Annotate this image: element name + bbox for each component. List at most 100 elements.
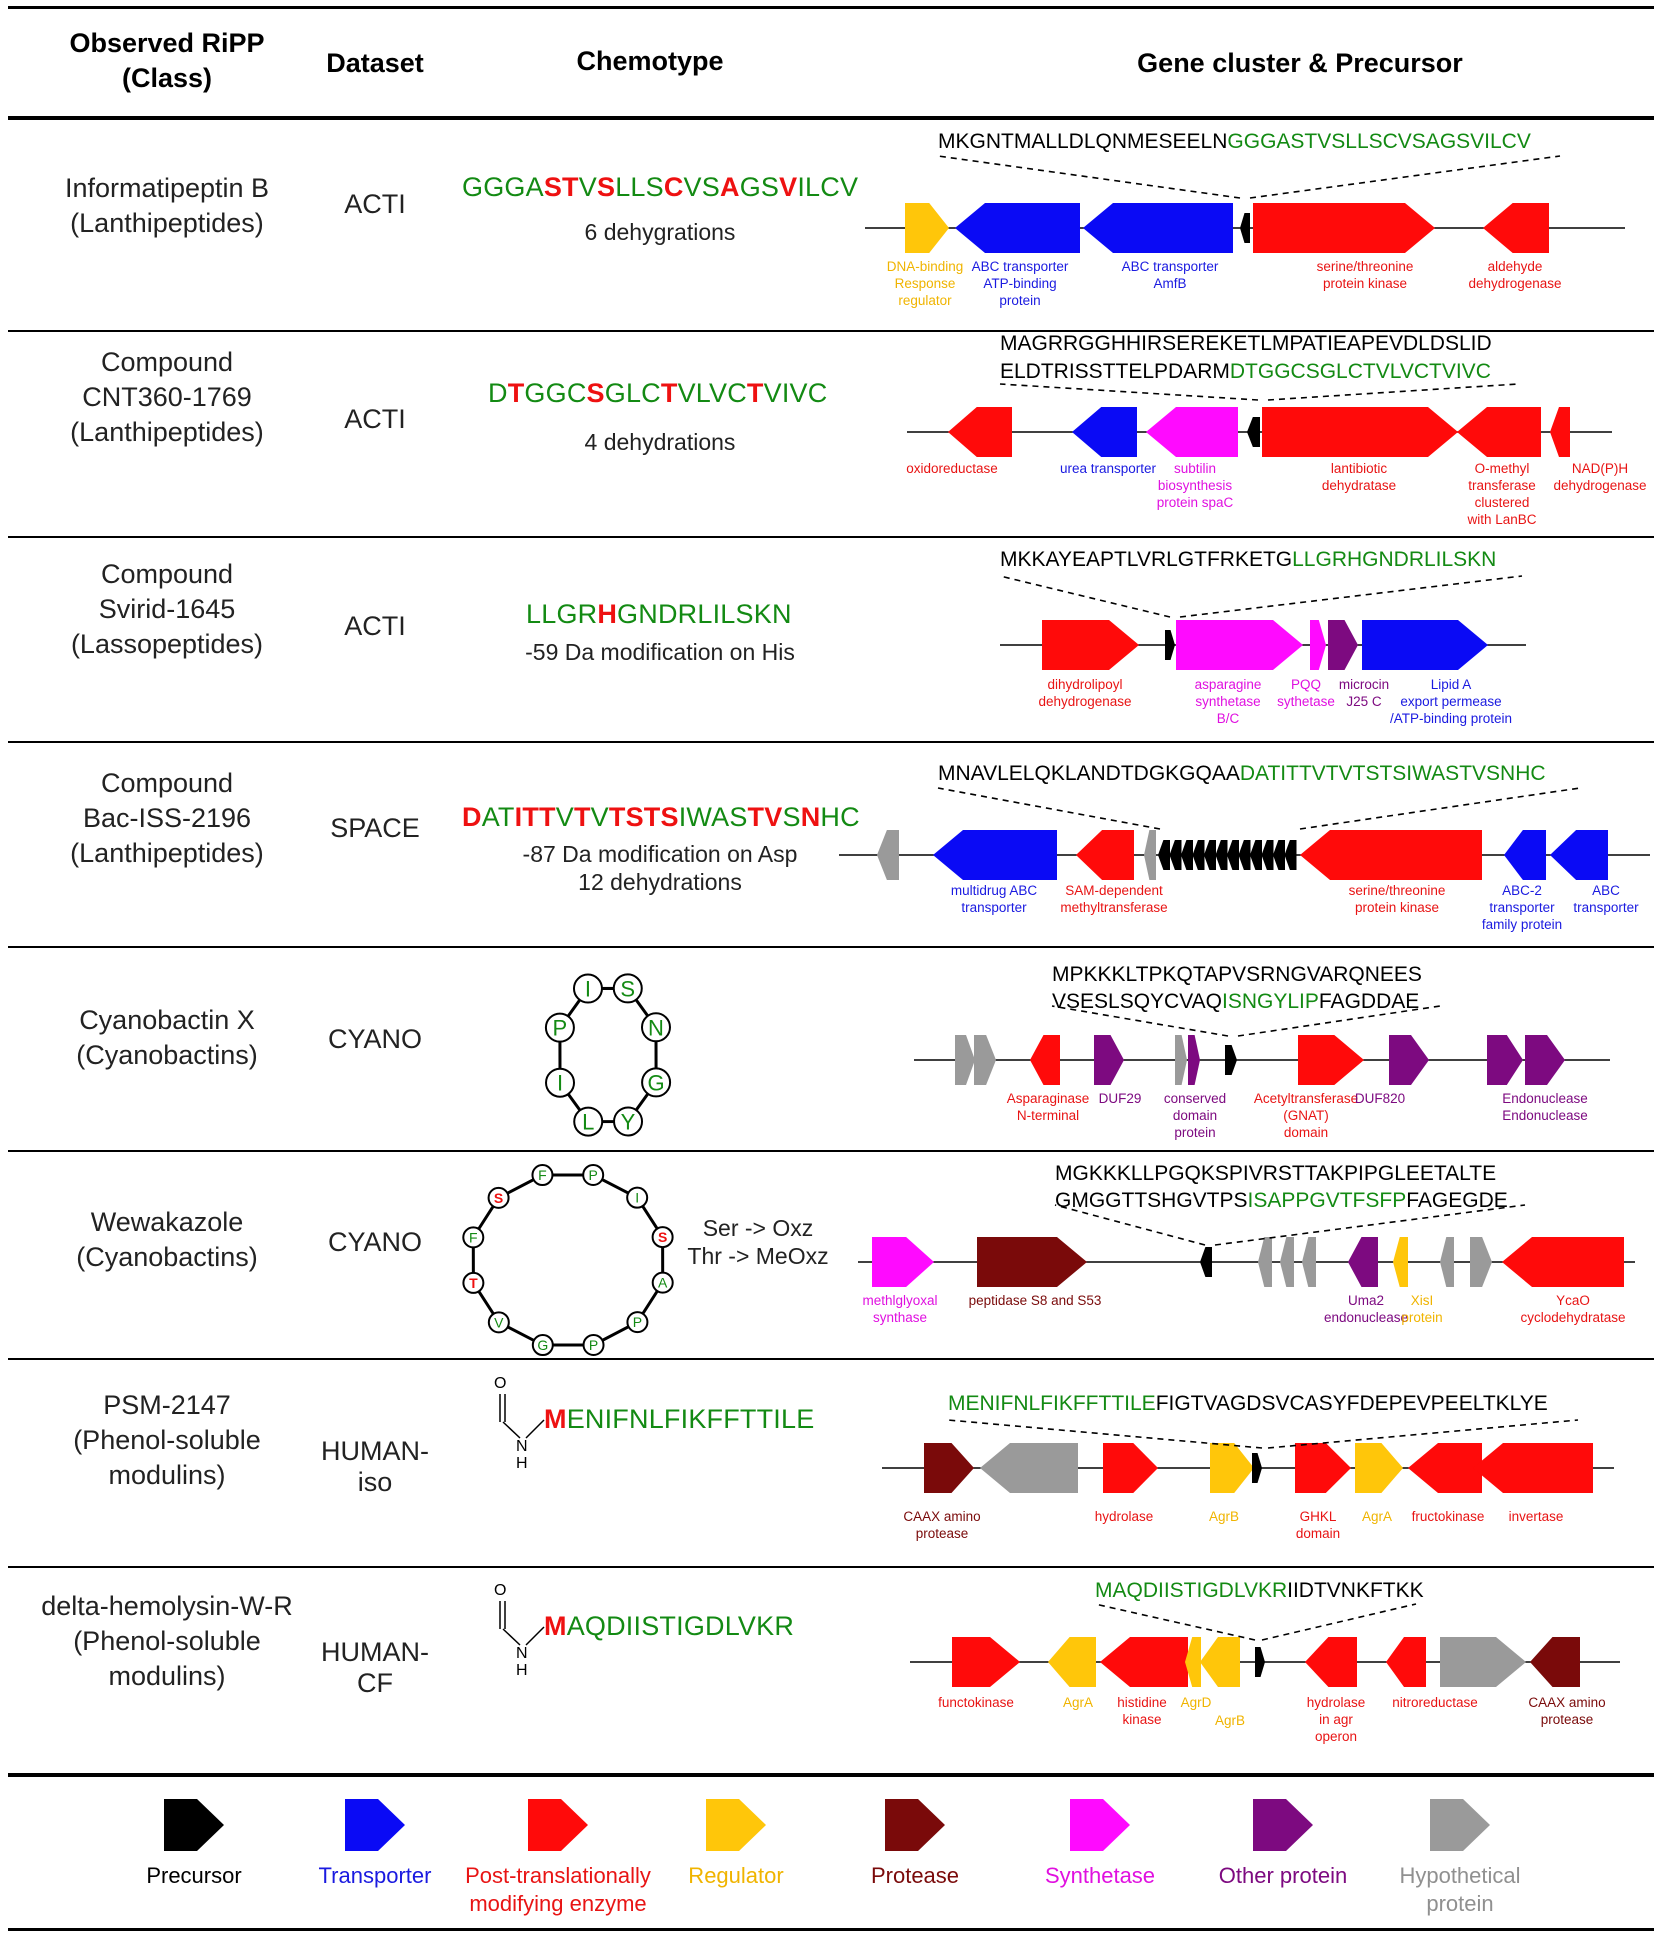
gene-label-line: sythetase xyxy=(1277,694,1335,709)
zoom-dash-line xyxy=(947,1419,1263,1449)
gene-label-line: protein kinase xyxy=(1322,276,1408,291)
gene-label-line: AgrB xyxy=(1208,1509,1240,1524)
hypothetical-gene xyxy=(1430,1799,1490,1851)
ripp-name-line: (Cyanobactins) xyxy=(76,1242,258,1272)
gene-label-line: AgrD xyxy=(1180,1695,1212,1710)
transporter-gene xyxy=(1504,830,1546,880)
ring-residue-letter: N xyxy=(648,1015,664,1040)
chemotype-note: 6 dehygrations xyxy=(455,218,865,246)
divider-rule xyxy=(8,1150,1654,1152)
legend-text: Regulator xyxy=(688,1863,784,1888)
ring-residue-letter: P xyxy=(553,1016,568,1041)
residue: S xyxy=(625,802,644,832)
ptm-gene xyxy=(1298,1035,1364,1085)
residue: I xyxy=(514,802,523,832)
gene-label: ABC transporter ATP-binding protein xyxy=(972,258,1069,309)
gene-label: Acetyltransferase (GNAT) domain xyxy=(1254,1090,1358,1141)
zoom-dash-line xyxy=(1051,1005,1229,1037)
chemotype-sequence: MENIFNLFIKFFTTILE xyxy=(544,1404,814,1435)
gene-label-line: multidrug ABC xyxy=(950,883,1038,898)
precursor-gene xyxy=(1238,840,1251,870)
header-cluster-text: Gene cluster & Precursor xyxy=(1137,48,1463,78)
gene-label-line: ABC transporter xyxy=(1121,259,1219,274)
residue: C xyxy=(820,172,840,202)
residue: C xyxy=(727,378,747,408)
synthetase-gene xyxy=(872,1237,934,1287)
hypothetical-gene xyxy=(1258,1237,1272,1287)
ptm-gene xyxy=(1457,407,1541,457)
ring-residue-letter: G xyxy=(537,1337,548,1353)
zoom-dash-line xyxy=(1094,1603,1256,1641)
ring-residue xyxy=(651,1226,674,1249)
residue: V xyxy=(683,172,702,202)
gene-label: Endonuclease xyxy=(1502,1090,1588,1107)
zoom-dash-line xyxy=(1299,787,1581,830)
precursor-gene xyxy=(1192,840,1205,870)
transporter-gene xyxy=(933,830,1057,880)
other-gene xyxy=(1094,1035,1124,1085)
precursor-segment: GGGASTVSLLSCVSAGSVILCV xyxy=(1227,130,1531,153)
ring-residue xyxy=(531,1164,554,1187)
residue: C xyxy=(840,802,860,832)
ring-residue xyxy=(626,1186,649,1209)
gene-label: dihydrolipoyl dehydrogenase xyxy=(1038,676,1131,710)
gene-label-line: oxidoreductase xyxy=(906,461,998,476)
gene-label-line: B/C xyxy=(1216,711,1240,726)
divider-rule xyxy=(8,1358,1654,1360)
other-gene xyxy=(1389,1035,1429,1085)
legend-label: Regulator xyxy=(688,1862,783,1890)
residue: V xyxy=(677,378,696,408)
dataset-text: CYANO xyxy=(327,1227,422,1257)
precursor-gene xyxy=(1261,840,1274,870)
residue: T xyxy=(660,378,678,408)
residue: S xyxy=(645,172,664,202)
precursor-segment: MAQDIISTIGDLVKR xyxy=(1095,1579,1288,1602)
ripp-name-line: Informatipeptin B xyxy=(64,173,270,203)
residue: G xyxy=(462,172,484,202)
ring-residue xyxy=(545,1067,576,1098)
gene-label-line: dihydrolipoyl xyxy=(1047,677,1123,692)
gene-label: hydrolase in agr operon xyxy=(1307,1694,1366,1745)
gene-label-line: O-methyl xyxy=(1474,461,1530,476)
ring-residue xyxy=(462,1271,485,1294)
chemotype-sequence: GGGASTVSLLSCVSAGSVILCV xyxy=(462,172,858,203)
legend-label: Other protein xyxy=(1219,1862,1347,1890)
precursor-segment: GMGGTTSHGVTPS xyxy=(1055,1189,1248,1212)
residue: S xyxy=(660,802,679,832)
residue: G xyxy=(556,599,578,629)
other-gene xyxy=(1487,1035,1523,1085)
precursor-segment: IIDTVNKFTKK xyxy=(1287,1579,1424,1602)
gene-label-line: transferase xyxy=(1468,478,1536,493)
residue: T xyxy=(522,802,540,832)
hypothetical-gene xyxy=(1144,830,1156,880)
dataset-label: ACTI xyxy=(310,189,440,220)
ripp-name: Compound Bac-ISS-2196 (Lanthipeptides) xyxy=(8,766,326,871)
gene-label-line: biosynthesis xyxy=(1157,478,1233,493)
hydrogen-atom: H xyxy=(516,1662,528,1679)
gene-label: O-methyl transferase clustered with LanBC xyxy=(1467,460,1536,528)
regulator-gene xyxy=(1048,1637,1096,1687)
chemotype-sequence: DTGGCSGLCTVLVCTVIVC xyxy=(488,378,827,409)
dataset-text: ACTI xyxy=(344,404,406,434)
precursor-segment: MPKKKLTPKQTAPVSRNGVARQNEES xyxy=(1052,963,1422,986)
residue: G xyxy=(504,172,526,202)
gene-label-line: dehydrogenase xyxy=(1553,478,1647,493)
ring-residue xyxy=(487,1186,510,1209)
gene-label-line: dehydrogenase xyxy=(1468,276,1562,291)
gene-label-line: PQQ xyxy=(1290,677,1322,692)
precursor-segment: MKKAYEAPTLVRLGTFRKETG xyxy=(1000,548,1293,571)
precursor-sequence-line: MAGRRGGHHIRSEREKETLMPATIEAPEVDLDSLID xyxy=(1000,330,1492,358)
precursor-sequence-line: MGKKKLLPGQKSPIVRSTTAKPIPGLEETALTE xyxy=(1055,1160,1496,1188)
gene-label: lantibiotic dehydratase xyxy=(1322,460,1396,494)
regulator-gene xyxy=(1355,1443,1403,1493)
oxygen-atom: O xyxy=(494,1582,506,1599)
ripp-name: Compound CNT360-1769 (Lanthipeptides) xyxy=(8,345,326,450)
legend-label: Protease xyxy=(871,1862,959,1890)
transporter-gene xyxy=(1550,830,1608,880)
gene-label: Endonuclease xyxy=(1502,1107,1588,1124)
zoom-dash-line xyxy=(1249,155,1561,199)
gene-label: aldehyde dehydrogenase xyxy=(1468,258,1561,292)
gene-label-line: AgrA xyxy=(1361,1509,1393,1524)
gene-label-line: YcaO xyxy=(1556,1293,1590,1308)
gene-label: hydrolase xyxy=(1095,1508,1154,1525)
